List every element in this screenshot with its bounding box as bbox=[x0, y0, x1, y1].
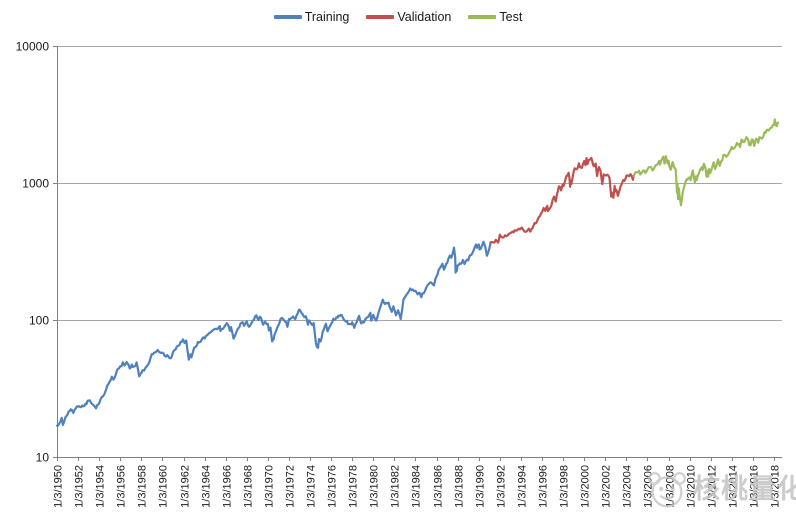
x-tick-label: 1/3/1950 bbox=[53, 465, 65, 508]
series-line-training bbox=[55, 240, 492, 427]
x-tick-label: 1/3/2016 bbox=[749, 465, 761, 508]
x-tick-label: 1/3/2014 bbox=[728, 465, 740, 508]
watermark-text: 核桃量化 bbox=[693, 473, 796, 504]
x-tick-label: 1/3/2000 bbox=[580, 465, 592, 508]
legend-item-test: Test bbox=[468, 10, 522, 24]
series-line-test bbox=[632, 118, 780, 207]
x-tick-label: 1/3/1974 bbox=[306, 465, 318, 508]
training-line-swatch bbox=[273, 15, 302, 19]
x-tick-label: 1/3/1960 bbox=[158, 465, 170, 508]
validation-line-swatch bbox=[366, 15, 395, 19]
x-tick-label: 1/3/1982 bbox=[390, 465, 402, 508]
y-tick-label: 10 bbox=[36, 451, 50, 465]
x-tick-label: 1/3/1968 bbox=[243, 465, 255, 508]
legend: Training Validation Test bbox=[0, 10, 796, 24]
legend-label-training: Training bbox=[304, 10, 350, 24]
walnut-mascot-logo-icon bbox=[648, 472, 686, 508]
x-tick-label: 1/3/1954 bbox=[95, 465, 107, 508]
legend-item-training: Training bbox=[273, 10, 350, 24]
x-tick-label: 1/3/1958 bbox=[137, 465, 149, 508]
x-tick-label: 1/3/2002 bbox=[601, 465, 613, 508]
x-tick-label: 1/3/2018 bbox=[770, 465, 782, 508]
x-tick-label: 1/3/1994 bbox=[517, 465, 529, 508]
x-tick-label: 1/3/2006 bbox=[643, 465, 655, 508]
legend-label-test: Test bbox=[499, 10, 523, 24]
x-tick-label: 1/3/1952 bbox=[74, 465, 86, 508]
test-line-swatch bbox=[468, 15, 497, 19]
y-tick-label: 10000 bbox=[16, 40, 50, 54]
y-tick-label: 100 bbox=[29, 314, 49, 328]
x-tick-label: 1/3/1970 bbox=[264, 465, 276, 508]
x-tick-label: 1/3/1976 bbox=[327, 465, 339, 508]
x-tick-label: 1/3/1996 bbox=[538, 465, 550, 508]
x-tick-label: 1/3/1984 bbox=[411, 465, 423, 508]
x-tick-label: 1/3/1962 bbox=[180, 465, 192, 508]
x-tick-label: 1/3/1998 bbox=[559, 465, 571, 508]
x-tick-label: 1/3/1986 bbox=[433, 465, 445, 508]
y-tick-label: 1000 bbox=[22, 177, 49, 191]
x-tick-label: 1/3/1992 bbox=[496, 465, 508, 508]
x-tick-label: 1/3/2004 bbox=[622, 465, 634, 508]
x-tick-label: 1/3/1956 bbox=[116, 465, 128, 508]
legend-item-validation: Validation bbox=[366, 10, 451, 24]
x-tick-label: 1/3/1980 bbox=[369, 465, 381, 508]
watermark: 核桃量化 bbox=[644, 466, 796, 512]
x-tick-label: 1/3/1990 bbox=[475, 465, 487, 508]
series-line-validation bbox=[489, 156, 635, 244]
x-tick-label: 1/3/1988 bbox=[454, 465, 466, 508]
x-tick-label: 1/3/1972 bbox=[285, 465, 297, 508]
x-tick-label: 1/3/1966 bbox=[222, 465, 234, 508]
x-tick-label: 1/3/1978 bbox=[348, 465, 360, 508]
x-tick-label: 1/3/1964 bbox=[201, 465, 213, 508]
x-tick-label: 1/3/2010 bbox=[686, 465, 698, 508]
legend-label-validation: Validation bbox=[397, 10, 452, 24]
x-tick-label: 1/3/2012 bbox=[707, 465, 719, 508]
